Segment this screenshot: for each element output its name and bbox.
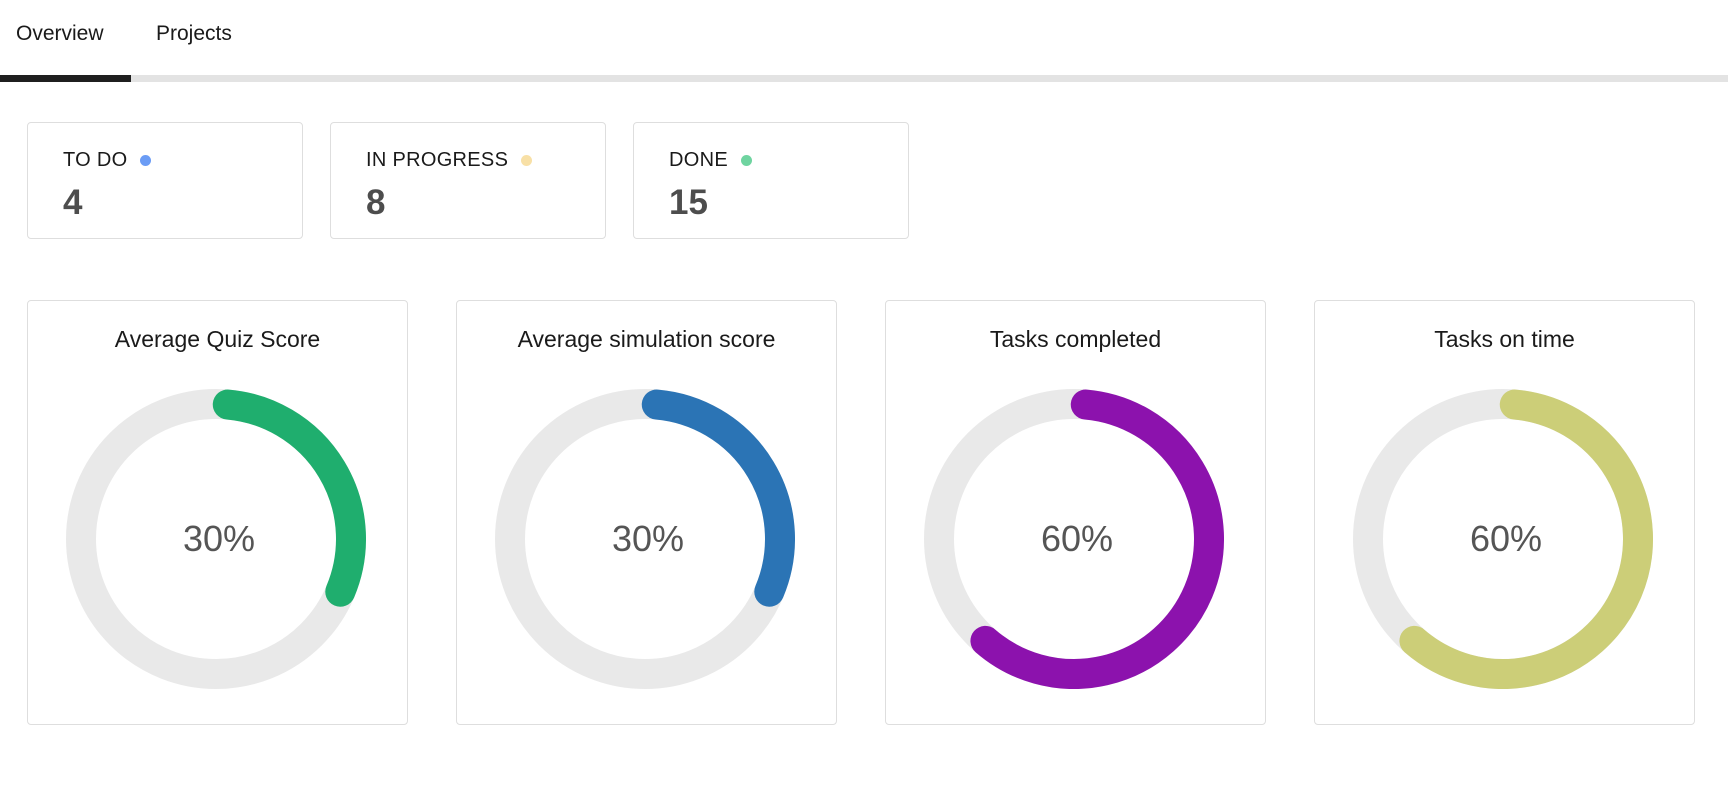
gauge-value: 30% (611, 518, 685, 559)
gauge-value: 60% (1469, 518, 1543, 559)
gauge-progress-arc (1399, 389, 1653, 689)
gauge-progress-arc (641, 389, 795, 607)
stat-card-todo: TO DO 4 (27, 122, 303, 239)
stat-value-done: 15 (669, 183, 708, 222)
stat-label-todo: TO DO (63, 149, 128, 171)
done-status-dot (740, 155, 752, 166)
stat-value-in-progress: 8 (366, 183, 386, 222)
gauge-card-simulation-score: Average simulation score 30% (456, 300, 837, 725)
donut-gauge (495, 389, 795, 689)
gauge-progress-arc (970, 389, 1224, 689)
donut-gauge (66, 389, 366, 689)
gauge-title: Tasks on time (1434, 326, 1575, 352)
gauge-card-tasks-on-time: Tasks on time 60% (1314, 300, 1695, 725)
gauge-card-quiz-score: Average Quiz Score 30% (27, 300, 408, 725)
gauge-title: Average simulation score (517, 326, 776, 352)
in-progress-status-dot (521, 155, 533, 166)
gauge-card-tasks-completed: Tasks completed 60% (885, 300, 1266, 725)
donut-gauge (924, 389, 1224, 689)
gauge-title: Tasks completed (989, 326, 1162, 352)
stat-label-in-progress: IN PROGRESS (366, 149, 509, 171)
tab-bar: Overview Projects (0, 0, 1728, 82)
stat-card-done: DONE 15 (633, 122, 909, 239)
donut-gauge (1353, 389, 1653, 689)
tab-track (0, 75, 1728, 82)
gauge-value: 60% (1040, 518, 1114, 559)
gauge-progress-arc (212, 389, 366, 607)
todo-status-dot (140, 155, 152, 166)
tab-overview[interactable]: Overview (16, 22, 104, 45)
stat-label-done: DONE (669, 149, 728, 171)
gauge-title: Average Quiz Score (114, 326, 321, 352)
gauge-value: 30% (182, 518, 256, 559)
active-tab-indicator (0, 75, 131, 82)
stat-value-todo: 4 (63, 183, 83, 222)
stat-card-in-progress: IN PROGRESS 8 (330, 122, 606, 239)
tab-projects[interactable]: Projects (156, 22, 232, 45)
